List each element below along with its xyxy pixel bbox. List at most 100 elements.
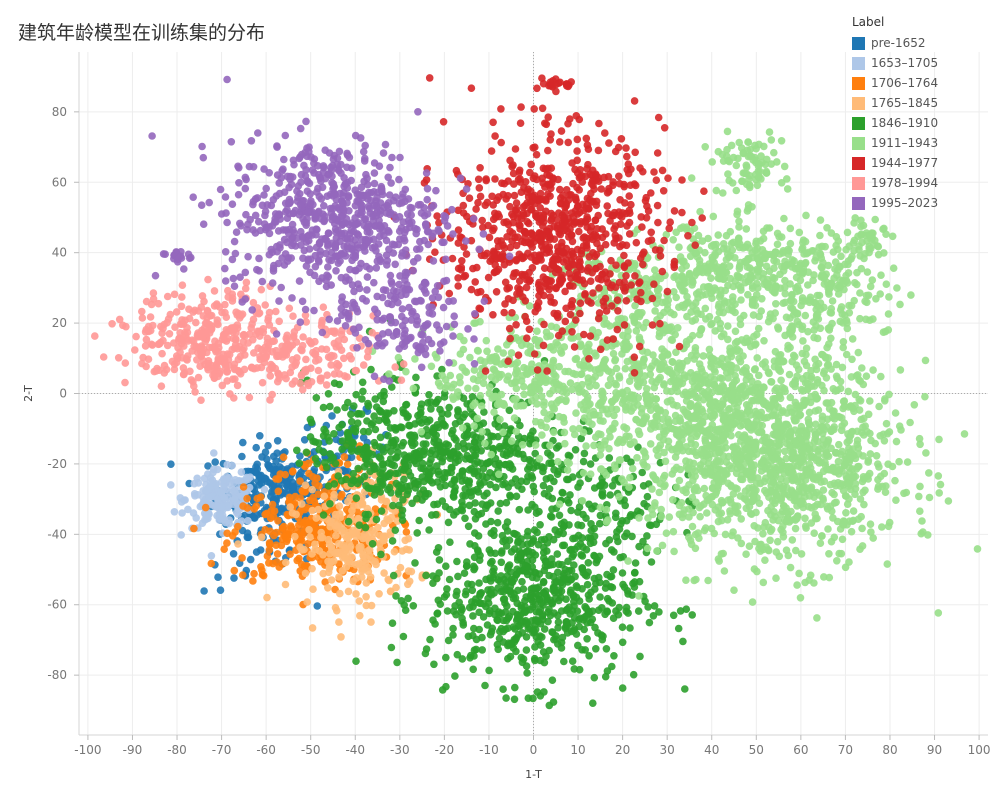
data-point	[814, 359, 823, 368]
data-point	[602, 645, 611, 653]
data-point	[263, 593, 271, 602]
data-point	[660, 430, 668, 438]
data-point	[591, 372, 599, 381]
data-point	[935, 435, 943, 444]
data-point	[822, 440, 831, 449]
data-point	[925, 493, 934, 502]
data-point	[684, 426, 692, 434]
data-point	[328, 546, 336, 554]
data-point	[280, 522, 288, 531]
data-point	[337, 477, 346, 485]
data-point	[915, 434, 924, 443]
data-point	[367, 618, 375, 626]
data-point	[469, 665, 478, 674]
data-point	[469, 612, 477, 620]
data-point	[486, 630, 495, 639]
data-point	[442, 682, 450, 691]
data-point	[739, 352, 747, 360]
data-point	[568, 473, 577, 481]
data-point	[564, 451, 573, 460]
data-point	[566, 589, 575, 597]
data-point	[459, 621, 468, 629]
data-point	[531, 441, 540, 449]
data-point	[335, 618, 343, 626]
data-point	[548, 676, 557, 684]
data-point	[754, 324, 763, 333]
data-point	[601, 672, 610, 681]
data-point	[849, 471, 858, 480]
data-point	[388, 537, 397, 545]
data-point	[459, 439, 468, 448]
data-point	[536, 656, 545, 665]
data-point	[849, 516, 858, 525]
data-point	[607, 368, 616, 377]
data-point	[565, 566, 573, 575]
data-point	[251, 468, 260, 477]
data-point	[250, 505, 259, 513]
data-point	[830, 490, 838, 499]
data-point	[458, 655, 467, 663]
data-point	[529, 537, 537, 545]
data-point	[263, 552, 272, 560]
data-point	[505, 536, 514, 544]
data-point	[875, 402, 883, 411]
data-point	[356, 611, 364, 620]
data-point	[333, 406, 341, 414]
y-tick-label: 60	[52, 175, 67, 189]
data-point	[421, 492, 430, 501]
data-point	[586, 534, 595, 542]
data-point	[469, 375, 478, 383]
data-point	[477, 509, 486, 518]
data-point	[798, 349, 807, 358]
data-point	[872, 452, 881, 460]
data-point	[330, 557, 338, 565]
data-point	[766, 439, 775, 447]
data-point	[522, 662, 531, 670]
data-point	[615, 374, 624, 382]
data-point	[371, 441, 380, 450]
data-point	[468, 586, 477, 595]
data-point	[458, 614, 466, 623]
data-point	[506, 450, 514, 458]
data-point	[917, 529, 925, 538]
data-point	[291, 532, 299, 541]
data-point	[524, 472, 532, 481]
data-point	[425, 391, 433, 399]
data-point	[275, 563, 284, 571]
data-point	[300, 436, 309, 444]
data-point	[487, 450, 496, 459]
data-point	[626, 473, 634, 482]
data-point	[391, 526, 400, 534]
data-point	[493, 616, 502, 625]
data-point	[670, 547, 678, 556]
data-point	[594, 328, 602, 337]
data-point	[651, 499, 659, 507]
data-point	[226, 479, 234, 488]
data-point	[714, 441, 722, 450]
data-point	[475, 625, 484, 634]
data-point	[585, 595, 593, 603]
data-point	[716, 374, 724, 382]
data-point	[659, 474, 668, 482]
data-point	[633, 454, 641, 462]
x-tick-label: -90	[123, 743, 143, 757]
data-point	[766, 536, 774, 545]
data-point	[411, 559, 419, 567]
data-point	[586, 460, 595, 468]
data-point	[874, 475, 882, 484]
data-point	[456, 350, 465, 358]
data-point	[679, 637, 687, 646]
data-point	[839, 521, 848, 529]
data-point	[560, 428, 569, 437]
data-point	[384, 575, 393, 584]
data-point	[829, 385, 838, 393]
data-point	[538, 612, 547, 620]
data-point	[241, 476, 250, 485]
data-point	[902, 488, 911, 497]
data-point	[882, 419, 891, 428]
data-point	[535, 386, 544, 394]
data-point	[510, 545, 519, 553]
data-point	[546, 389, 554, 398]
data-point	[496, 415, 504, 424]
data-point	[327, 576, 336, 584]
